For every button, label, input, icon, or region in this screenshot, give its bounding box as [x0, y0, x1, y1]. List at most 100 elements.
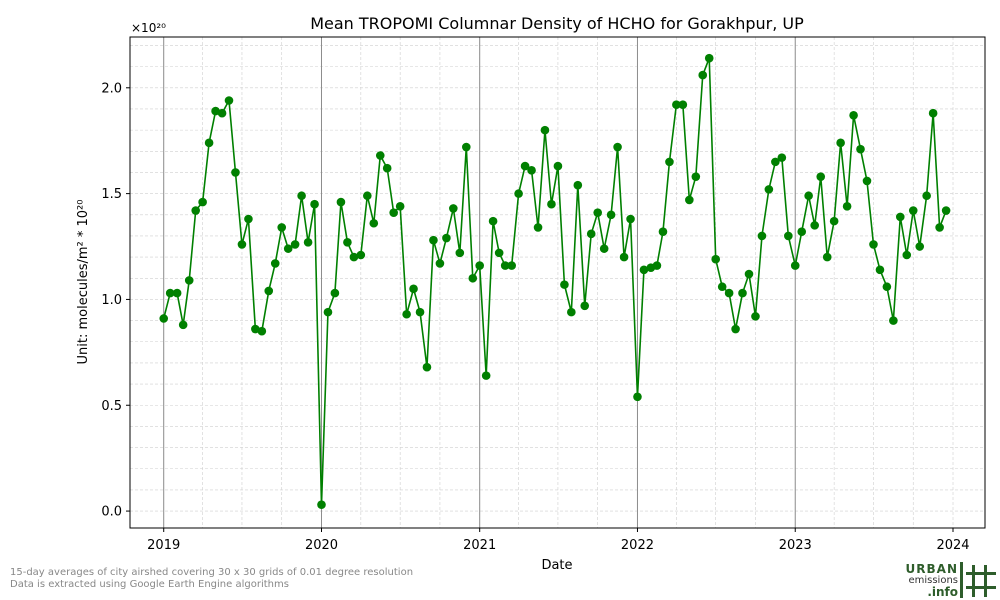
y-tick-label: 2.0: [101, 81, 122, 96]
data-point: [711, 254, 721, 264]
data-point: [500, 261, 510, 270]
data-point: [678, 100, 688, 110]
x-tick-label: 2020: [305, 538, 338, 553]
data-point: [422, 362, 432, 372]
x-axis-ticks: 2019 2020 2021 2022 2023 2024: [147, 528, 970, 553]
data-point: [915, 242, 925, 251]
data-point: [842, 202, 852, 211]
data-point: [283, 244, 293, 253]
data-point: [389, 208, 398, 217]
data-point: [849, 111, 858, 120]
data-point: [184, 276, 194, 285]
data-point: [330, 288, 340, 298]
data-point: [895, 212, 905, 222]
data-point: [310, 199, 319, 209]
y-tick-label: 0.0: [101, 505, 122, 520]
data-point: [698, 70, 708, 80]
grid-hash-icon: [960, 562, 996, 598]
data-point: [527, 166, 536, 175]
data-point: [717, 282, 727, 292]
data-point: [336, 197, 346, 207]
y-axis-ticks: 0.0 0.5 1.0 1.5 2.0: [101, 81, 130, 520]
footnote-line-1: 15-day averages of city airshed covering…: [10, 567, 414, 578]
data-point: [652, 261, 662, 270]
data-point: [429, 235, 438, 245]
plot-frame: [129, 36, 986, 529]
data-point: [211, 106, 220, 116]
data-point: [323, 307, 333, 317]
data-point: [191, 206, 200, 215]
data-point: [217, 108, 227, 118]
data-point: [251, 324, 260, 334]
data-point: [586, 229, 596, 239]
x-tick-label: 2019: [147, 538, 180, 553]
data-point: [744, 269, 754, 279]
footnote-line-2: Data is extracted using Google Earth Eng…: [10, 579, 289, 590]
data-point: [856, 144, 865, 154]
data-point: [731, 324, 740, 334]
data-point: [382, 163, 392, 173]
data-point: [704, 53, 714, 63]
data-point: [224, 96, 234, 105]
data-point: [606, 210, 616, 220]
data-point: [941, 206, 951, 215]
data-point: [449, 204, 458, 213]
data-point: [580, 301, 590, 311]
data-point: [797, 227, 807, 237]
data-point: [738, 288, 747, 298]
data-point: [810, 221, 819, 230]
data-point: [494, 248, 504, 258]
year-reference-lines: [163, 37, 796, 528]
data-point: [172, 288, 182, 298]
y-tick-label: 1.5: [101, 187, 122, 202]
data-point: [159, 314, 169, 323]
data-point: [658, 227, 668, 237]
data-point: [363, 191, 372, 201]
data-point: [520, 161, 530, 171]
data-point: [665, 157, 674, 167]
data-point: [435, 259, 445, 268]
data-point: [481, 371, 491, 380]
data-point: [475, 261, 484, 270]
data-point: [672, 100, 681, 110]
data-point: [619, 252, 629, 262]
data-point: [764, 185, 774, 194]
data-point: [757, 231, 767, 241]
x-tick-label: 2024: [936, 538, 969, 553]
data-point: [862, 176, 872, 186]
data-point: [540, 125, 550, 135]
data-point: [488, 216, 498, 226]
data-point: [369, 218, 379, 228]
data-point: [784, 231, 793, 241]
data-point: [822, 252, 832, 262]
data-point: [816, 172, 826, 181]
y-axis-label: Unit: molecules/m² * 10²⁰: [76, 200, 91, 365]
data-point: [889, 316, 898, 325]
data-point: [560, 280, 569, 289]
chart-title: Mean TROPOMI Columnar Density of HCHO fo…: [310, 14, 804, 33]
data-point: [547, 199, 556, 209]
data-point: [198, 197, 207, 207]
x-tick-label: 2022: [621, 538, 654, 553]
data-point: [908, 206, 918, 215]
data-point: [257, 326, 267, 336]
data-point: [724, 288, 734, 298]
data-point: [533, 223, 543, 232]
data-point: [395, 202, 405, 211]
x-tick-label: 2021: [463, 538, 496, 553]
data-point: [626, 214, 635, 224]
data-point: [685, 195, 694, 205]
data-point: [882, 282, 892, 292]
series-points: [159, 53, 951, 510]
data-point: [836, 138, 845, 148]
data-point: [297, 191, 306, 201]
data-point: [593, 208, 602, 217]
data-point: [777, 153, 787, 162]
data-point: [829, 216, 839, 226]
data-point: [922, 191, 931, 201]
data-point: [771, 157, 780, 167]
data-point: [455, 248, 465, 258]
data-point: [790, 261, 800, 270]
data-point: [804, 191, 813, 201]
data-point: [244, 214, 253, 224]
